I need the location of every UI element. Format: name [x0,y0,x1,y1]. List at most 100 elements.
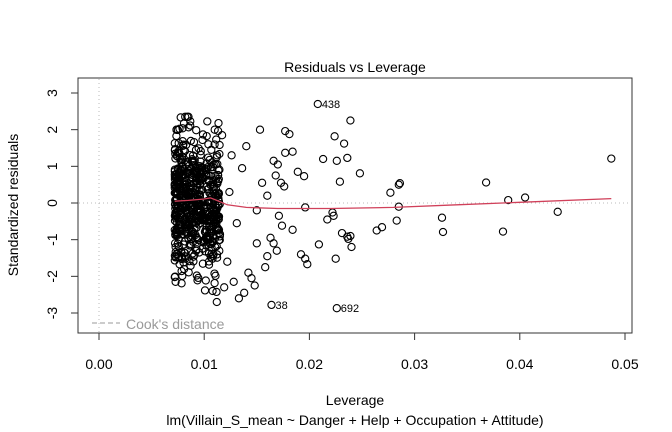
cluster-point [211,242,220,252]
cluster-point [192,126,201,135]
labeled-point-692 [332,304,341,313]
data-point [272,246,281,255]
data-point [288,147,297,156]
data-point [314,240,324,249]
cluster-point [190,166,199,175]
data-point [299,172,309,181]
cluster-point [184,187,194,197]
cluster-point [202,227,212,236]
cluster-point [181,223,191,232]
cluster-point [178,124,187,133]
cluster-point [201,276,210,285]
data-point [234,294,244,303]
data-point [296,250,306,259]
data-point [395,179,405,188]
cluster-point [173,190,182,199]
point-label-438: 438 [322,99,340,111]
cluster-point [171,277,180,286]
data-point [269,239,278,248]
cluster-point [189,257,198,266]
data-point [263,252,272,261]
x-tick-label: 0.05 [611,356,638,372]
cluster-point [178,271,187,281]
cluster-point [171,253,180,262]
cluster-point [194,273,203,283]
cluster-point [184,123,193,132]
cluster-point [171,211,180,221]
cluster-point [210,269,219,278]
cluster-point [202,232,211,242]
x-tick-label: 0.01 [191,356,218,372]
cluster-point [206,192,216,202]
data-point [343,153,352,163]
data-point [339,139,349,148]
cluster-point [171,231,180,240]
x-axis-label: Leverage [326,392,385,408]
data-point [281,148,290,157]
data-point [220,283,229,292]
plot-frame [77,77,633,334]
data-points [170,99,616,313]
cluster-point [181,112,190,121]
data-point [347,242,356,252]
cluster-point [179,258,188,267]
data-point [332,156,341,165]
data-point [223,257,232,266]
y-tick-label: -1 [44,233,60,246]
cluster-point [181,219,190,229]
cluster-point [214,201,223,210]
data-point [355,169,365,178]
data-point [280,182,289,191]
y-axis: -3 -2 -1 0 1 2 3 [44,89,79,320]
x-tick-label: 0.03 [401,356,428,372]
data-point [437,213,447,222]
cluster-point [188,237,198,246]
data-point [229,277,238,286]
cluster-point [172,151,181,161]
x-tick-label: 0.00 [85,356,112,372]
cluster-point [186,239,195,249]
data-point [261,263,270,272]
cluster-point [207,158,216,167]
data-point [331,254,340,263]
data-point [225,187,234,197]
data-point [277,221,287,230]
data-point [242,142,251,151]
cluster-point [188,249,197,258]
cluster-point [207,145,216,154]
cluster-point [185,212,195,221]
cluster-point [205,207,215,216]
cluster-point [202,131,211,141]
legend-cooks-distance: Cook's distance [126,316,225,332]
data-point [392,216,401,225]
y-tick-label: 0 [44,199,60,207]
data-point [323,215,332,224]
cluster-point [170,272,179,282]
cluster-point [181,180,191,189]
data-point [227,151,236,160]
data-point [250,281,259,290]
cluster-point [215,140,224,150]
y-tick-label: 1 [44,162,60,170]
data-point [293,167,302,176]
cluster-point [200,286,210,295]
cluster-point [195,189,204,199]
cluster-point [178,141,188,150]
x-axis: 0.00 0.01 0.02 0.03 0.04 0.05 [85,332,639,372]
data-point [301,203,310,212]
data-point [252,239,261,248]
labeled-point-438 [313,99,322,109]
data-point [504,195,513,205]
data-point [438,227,448,237]
data-point [318,154,328,164]
cluster-point [172,177,181,186]
y-tick-label: -3 [44,307,60,320]
data-point [285,129,294,139]
cluster-point [171,242,180,252]
cluster-point [173,174,183,183]
data-point [217,131,227,140]
data-point [237,164,247,173]
data-point [303,260,312,269]
labeled-point-38 [267,300,276,310]
cluster-point [175,124,184,133]
